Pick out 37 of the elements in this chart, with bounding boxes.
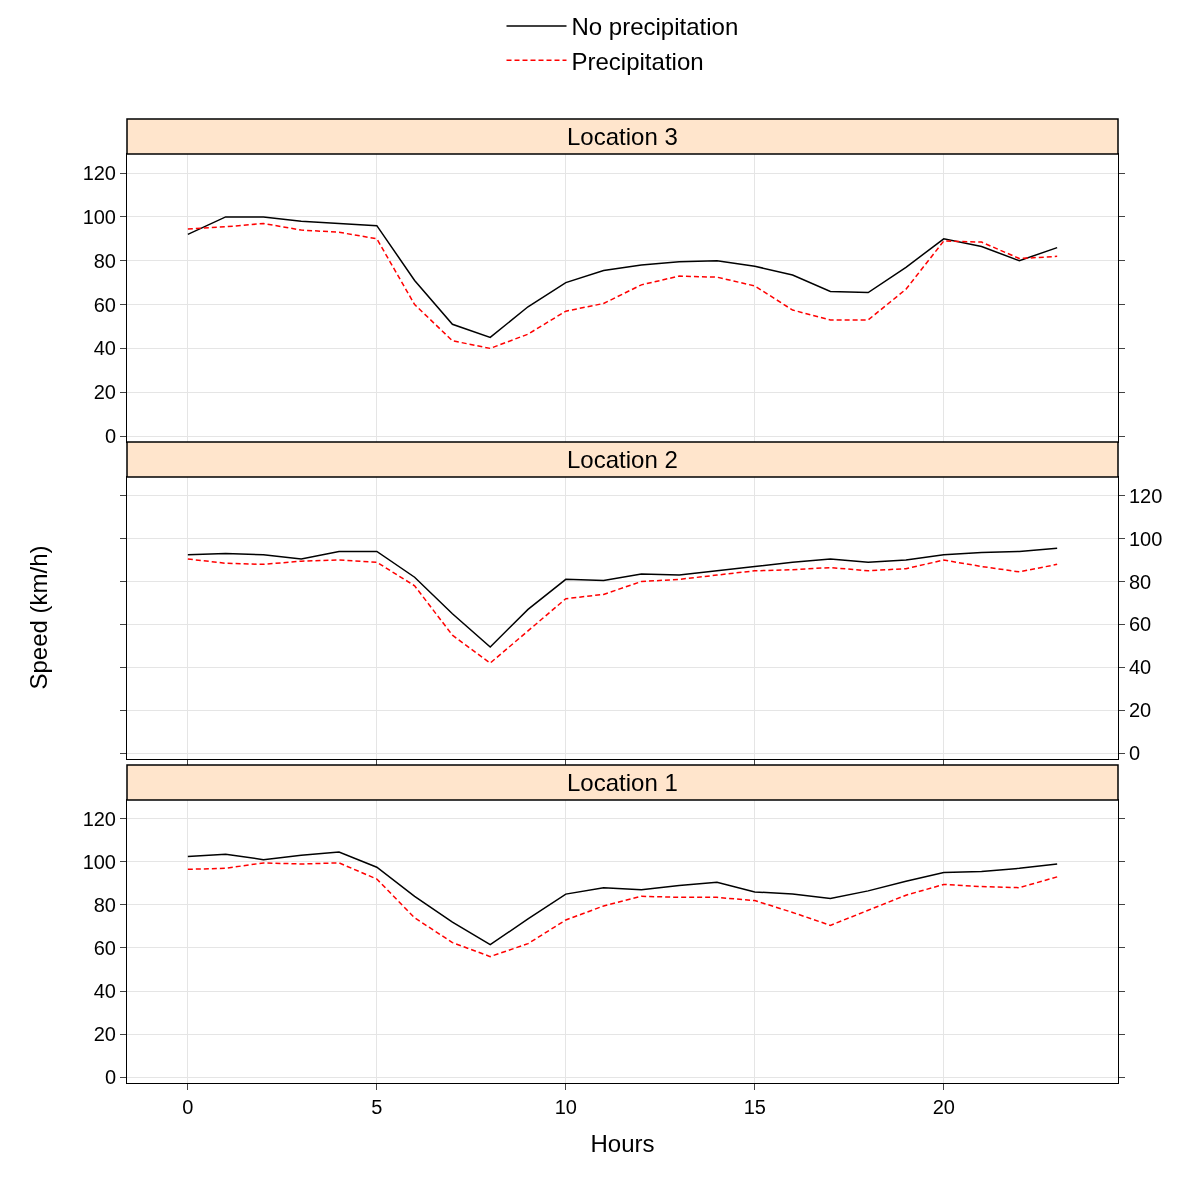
y-tick-label: 20 [93, 1023, 116, 1046]
y-tick-label: 0 [104, 1066, 116, 1089]
y-tick-label: 0 [1129, 742, 1141, 765]
legend-label: No precipitation [571, 13, 739, 41]
y-tick-label: 40 [1129, 656, 1152, 679]
x-tick-label: 20 [932, 1096, 955, 1118]
chart-title: Location 2 [567, 446, 678, 473]
line-series [187, 851, 1058, 946]
y-tick-label: 80 [1129, 570, 1152, 593]
y-tick-label: 20 [1129, 699, 1152, 722]
y-tick-label: 80 [93, 249, 116, 272]
line-series [187, 547, 1058, 648]
x-tick-label: 5 [371, 1096, 383, 1118]
y-axis-title: Speed (km/h) [24, 545, 52, 690]
y-tick-label: 40 [93, 337, 116, 360]
y-tick-label: 0 [104, 425, 116, 448]
y-tick-label: 60 [1129, 613, 1152, 636]
legend-label: Precipitation [571, 47, 704, 75]
chart-title: Location 1 [567, 769, 678, 796]
y-tick-label: 100 [1129, 527, 1163, 550]
line-series [187, 558, 1058, 664]
y-tick-label: 80 [93, 893, 116, 916]
y-tick-label: 60 [93, 293, 116, 316]
y-tick-label: 60 [93, 936, 116, 959]
y-tick-label: 100 [82, 205, 116, 228]
y-tick-label: 20 [93, 381, 116, 404]
x-tick-label: 10 [554, 1096, 577, 1118]
x-tick-label: 0 [182, 1096, 194, 1118]
chart-title: Location 3 [567, 123, 678, 150]
x-tick-label: 15 [743, 1096, 766, 1118]
y-tick-label: 120 [82, 807, 116, 830]
y-tick-label: 40 [93, 980, 116, 1003]
x-axis-title: Hours [590, 1130, 655, 1158]
y-tick-label: 100 [82, 850, 116, 873]
y-tick-label: 120 [1129, 484, 1163, 507]
line-series [187, 862, 1058, 958]
y-tick-label: 120 [82, 162, 116, 185]
